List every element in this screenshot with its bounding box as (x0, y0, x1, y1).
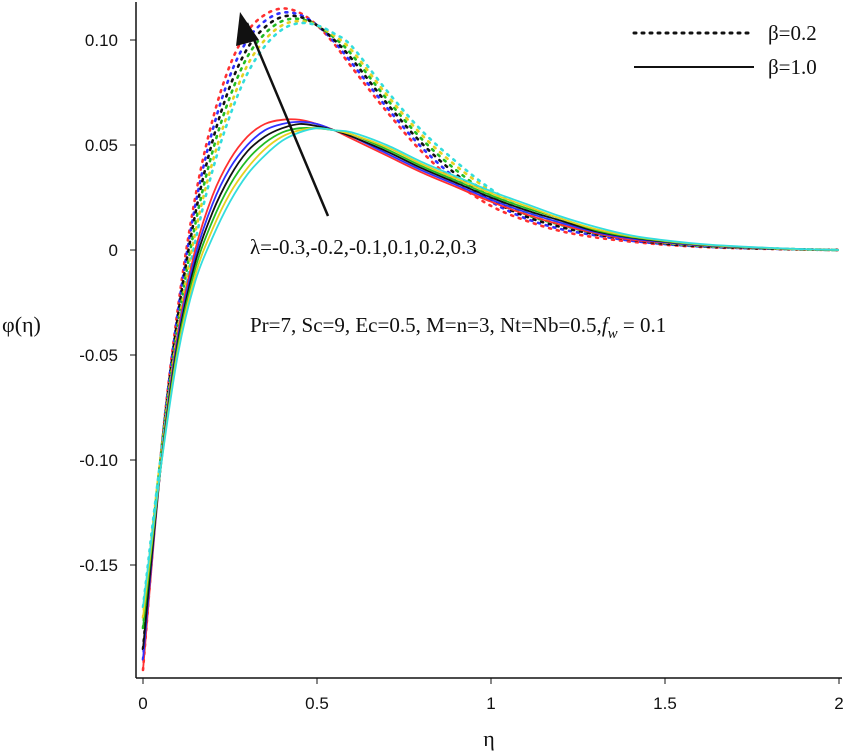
series-line-beta-1-0-lambda-0_1 (142, 126, 840, 629)
y-tick-label: -0.15 (79, 556, 118, 575)
y-tick-label: 0.05 (85, 136, 118, 155)
legend-label-beta-0-2: β=0.2 (768, 21, 817, 45)
params-w: w (608, 326, 618, 342)
params-f: f (602, 313, 611, 337)
x-axis-title: η (483, 726, 495, 751)
series-line-beta-1-0-lambda-0_3 (142, 127, 840, 608)
y-tick-label: 0.10 (85, 31, 118, 50)
y-axis-title: φ(η) (2, 312, 41, 337)
series-line-beta-1-0-lambda-neg0_3 (142, 118, 840, 671)
x-tick-label: 1 (486, 694, 495, 713)
legend-label-beta-1-0: β=1.0 (768, 55, 817, 79)
x-tick-label: 0 (138, 694, 147, 713)
legend: β=0.2 β=1.0 (632, 21, 817, 79)
series-line-beta-0-2-lambda-neg0_2 (141, 10, 841, 661)
y-tick-label: 0 (109, 241, 118, 260)
series-layer (141, 7, 841, 672)
x-tick-label: 1.5 (653, 694, 677, 713)
x-tick-label: 2 (834, 694, 843, 713)
series-line-beta-1-0-lambda-neg0_1 (142, 123, 840, 650)
y-ticks: 0.10 0.05 0 -0.05 -0.10 -0.15 (79, 31, 136, 575)
series-line-beta-0-2-lambda-neg0_3 (141, 7, 841, 672)
params-suffix: = 0.1 (618, 313, 667, 337)
lambda-arrow (236, 12, 330, 217)
x-tick-label: 0.5 (305, 694, 329, 713)
lambda-annotation: λ=-0.3,-0.2,-0.1,0.1,0.2,0.3 (250, 235, 477, 259)
params-prefix: Pr=7, Sc=9, Ec=0.5, M=n=3, Nt=Nb=0.5, (250, 313, 602, 337)
y-tick-label: -0.10 (79, 451, 118, 470)
x-ticks: 0 0.5 1 1.5 2 (138, 678, 844, 713)
y-tick-label: -0.05 (79, 346, 118, 365)
parameter-annotation: Pr=7, Sc=9, Ec=0.5, M=n=3, Nt=Nb=0.5,fw … (250, 313, 666, 342)
